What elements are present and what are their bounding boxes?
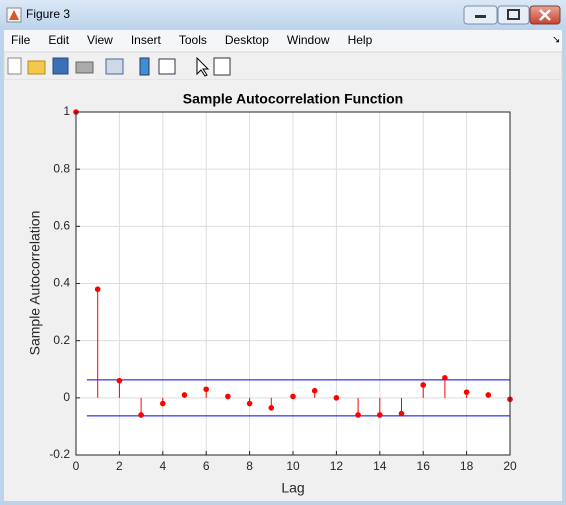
stem-marker [311,387,318,394]
stem-marker [442,375,448,381]
x-tick-label: 6 [203,459,210,473]
stem-marker [246,400,253,407]
menu-item[interactable]: Help [348,33,373,47]
stem-marker [463,389,470,395]
stem-marker [116,377,123,384]
app-icon-shape [9,10,19,20]
close-glyph [539,9,551,21]
x-axis-label: Lag [281,480,304,496]
open-icon[interactable] [27,60,46,75]
toolbar [3,51,563,81]
menu-item[interactable]: Insert [131,33,162,47]
maximize-button[interactable] [497,5,530,25]
y-tick-label: 0.8 [53,161,70,175]
link-icon[interactable] [105,58,124,75]
x-tick-label: 8 [246,459,253,473]
axes-box [75,111,511,456]
x-tick-label: 4 [159,459,166,473]
stem-marker [377,412,383,418]
x-tick-label: 16 [417,459,431,473]
x-tick-label: 18 [460,459,474,473]
new-icon[interactable] [7,57,22,75]
pointer-icon[interactable] [196,56,210,77]
y-tick-label: -0.2 [49,447,70,461]
menu-dock-glyph: ↘ [552,35,560,46]
stem-marker [181,392,188,398]
stem-marker [333,395,340,401]
plot: -0.200.20.40.60.810 2 4 6 8 10 12 14 16 18 20 [49,104,517,473]
y-tick-label: 0.6 [53,219,70,233]
x-tick-label: 0 [73,459,80,473]
x-tick-label: 2 [116,459,123,473]
y-tick-label: 0.4 [53,276,70,290]
stem-marker [398,410,405,417]
legend-icon[interactable] [158,58,176,75]
minimize-glyph [475,15,486,18]
stem-marker [290,393,296,400]
menu-bar [4,30,562,52]
y-tick-label: 0 [63,390,70,404]
stem-marker [160,400,166,407]
stem-marker [420,382,427,388]
menu-item[interactable]: Window [287,33,330,47]
menu-item[interactable]: File [11,33,31,47]
plot-tools-icon[interactable] [213,57,231,76]
stem-marker [138,412,144,418]
y-tick-label: 1 [63,104,70,118]
stem-marker [268,405,275,411]
x-tick-label: 20 [503,459,517,473]
stem-marker [225,393,231,400]
y-tick-label: 0.2 [53,333,70,347]
x-tick-label: 14 [373,459,387,473]
stem-marker [355,412,361,418]
menu-item[interactable]: View [87,33,113,47]
print-icon[interactable] [75,61,94,74]
stem-marker [94,286,101,293]
chart-title: Sample Autocorrelation Function [183,91,403,107]
toolbar-icons [7,56,231,77]
menu-item[interactable]: Desktop [225,33,269,47]
menu-item[interactable]: Edit [48,33,69,47]
y-axis-label: Sample Autocorrelation [27,211,43,356]
stem-marker [203,386,209,393]
x-tick-label: 12 [330,459,344,473]
maximize-glyph [507,9,520,20]
menu-item[interactable]: Tools [179,33,207,47]
save-icon[interactable] [52,57,69,75]
window-title: Figure 3 [26,7,70,21]
x-tick-label: 10 [286,459,300,473]
menu: File Edit View Insert Tools Desktop Window Help [11,33,373,47]
colorbar-icon[interactable] [139,57,150,76]
stem-marker [485,392,492,398]
